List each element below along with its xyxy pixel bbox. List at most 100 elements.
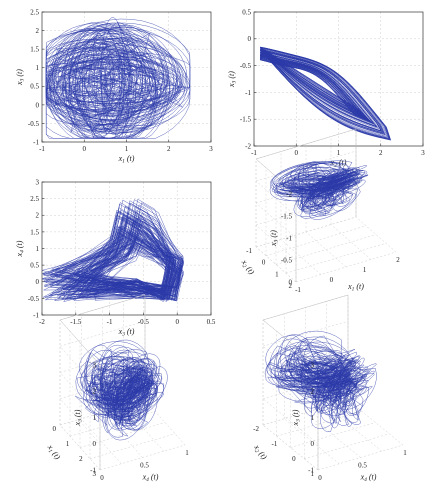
x-tick-label: 2 bbox=[379, 149, 383, 157]
x-tick-label: 2 bbox=[396, 256, 400, 264]
y-tick-label: 2 bbox=[289, 282, 293, 290]
x-tick-label: 1 bbox=[185, 449, 189, 457]
y-tick-label: -1.5 bbox=[240, 116, 252, 124]
floor-gridline bbox=[275, 234, 377, 265]
x-tick-label: 1 bbox=[125, 145, 129, 153]
z-tick-label: 0 bbox=[289, 278, 293, 286]
y-tick-label: 0 bbox=[36, 278, 40, 286]
x-axis-label: x1 (t) bbox=[347, 282, 364, 293]
x-tick-label: 0.5 bbox=[140, 462, 149, 470]
x-axis-label: x3 (t) bbox=[118, 327, 135, 338]
back-gridline bbox=[59, 321, 146, 347]
y-axis-label: x2 (t) bbox=[251, 442, 269, 462]
box-edge bbox=[255, 128, 357, 160]
x-tick-label: 0 bbox=[100, 474, 104, 482]
y-tick-label: 3 bbox=[93, 470, 97, 478]
y-tick-label: 2 bbox=[36, 212, 40, 220]
z-tick-label: 3 bbox=[93, 361, 97, 369]
z-tick-label: -1.5 bbox=[281, 212, 293, 220]
y-tick-label: 2.5 bbox=[30, 195, 39, 203]
x-tick-label: 2 bbox=[167, 145, 171, 153]
x-axis-label: x1 (t) bbox=[118, 154, 135, 165]
y-tick-label: 1 bbox=[275, 270, 279, 278]
y-axis-label: x3 (t) bbox=[227, 71, 238, 88]
box-edge bbox=[59, 319, 101, 366]
x-tick-label: -1 bbox=[39, 145, 45, 153]
floor-gridline bbox=[280, 239, 322, 275]
x-tick-label: 1 bbox=[363, 266, 367, 274]
x-tick-label: -0.5 bbox=[138, 318, 150, 326]
floor-gridline bbox=[265, 225, 367, 256]
x-tick-label: 0 bbox=[318, 474, 322, 482]
chart-panel-middle-left: -2 -1.5 -1 -0.5 0 0.5 -1 -0.5 0 0.5 1 1.5 2 2.5 3 x3 (t… bbox=[15, 178, 216, 337]
trajectory-line bbox=[269, 160, 369, 220]
x-tick-label: 0 bbox=[295, 149, 299, 157]
y-tick-label: -0.5 bbox=[28, 120, 40, 128]
trajectory-line bbox=[45, 17, 191, 139]
floor-gridline bbox=[355, 216, 397, 253]
y-tick-label: 0 bbox=[292, 455, 296, 463]
side-gridline bbox=[255, 202, 297, 239]
floor-gridline bbox=[81, 418, 122, 464]
y-axis-label: x4 (t) bbox=[15, 240, 26, 257]
y-axis-label: x1 (t) bbox=[44, 442, 62, 462]
z-tick-label: 3 bbox=[311, 361, 315, 369]
y-tick-label: 0 bbox=[53, 425, 57, 433]
z-tick-label: -2 bbox=[286, 190, 292, 198]
chart-panel-top-right: -1 0 1 2 3 -2 -1.5 -1 -0.5 0 0.5 x2 (t) x3 (t) bbox=[227, 8, 425, 168]
y-tick-label: -2 bbox=[245, 142, 251, 150]
x-tick-label: -2 bbox=[39, 318, 45, 326]
z-tick-label: 2 bbox=[311, 388, 315, 396]
y-tick-label: -1 bbox=[33, 138, 39, 146]
y-tick-label: 1 bbox=[66, 440, 70, 448]
y-tick-label: 3 bbox=[36, 178, 40, 186]
y-tick-label: 0 bbox=[36, 101, 40, 109]
y-tick-label: 1 bbox=[311, 470, 315, 478]
z-tick-label: 0 bbox=[93, 440, 97, 448]
z-axis-label: x3 (t) bbox=[73, 409, 84, 426]
box-edge bbox=[262, 294, 349, 321]
y-tick-label: -0.5 bbox=[240, 62, 252, 70]
z-tick-label: 2 bbox=[93, 388, 97, 396]
x-tick-label: 3 bbox=[421, 149, 425, 157]
floor-gridline bbox=[330, 224, 372, 260]
trajectory-line bbox=[265, 330, 377, 433]
y-tick-label: 0.5 bbox=[30, 262, 39, 270]
side-gridline bbox=[255, 224, 297, 261]
floor-gridline bbox=[276, 411, 362, 437]
z-tick-label: -1 bbox=[286, 234, 292, 242]
y-tick-label: -2 bbox=[253, 425, 259, 433]
y-tick-label: 1 bbox=[36, 245, 40, 253]
y-tick-label: -1 bbox=[271, 440, 277, 448]
floor-gridline bbox=[89, 433, 176, 459]
y-tick-label: 1.5 bbox=[30, 46, 39, 54]
z-tick-label: -0.5 bbox=[281, 256, 293, 264]
z-axis-label: x3 (t) bbox=[291, 409, 302, 426]
y-tick-label: 0.5 bbox=[242, 8, 251, 16]
x-tick-label: 0 bbox=[330, 276, 334, 284]
y-tick-label: 0.5 bbox=[30, 83, 39, 91]
box-edge bbox=[262, 319, 319, 366]
chart-panel-top-left: -1 0 1 2 3 -1 -0.5 0 0.5 1 1.5 2 2.5 x1 (t) x3 (t) bbox=[15, 8, 213, 164]
y-axis-label: x3 (t) bbox=[15, 69, 26, 86]
y-tick-label: 1 bbox=[36, 64, 40, 72]
floor-gridline bbox=[255, 216, 357, 248]
x-tick-label: 3 bbox=[209, 145, 213, 153]
y-tick-label: 1.5 bbox=[30, 228, 39, 236]
y-tick-label: 2 bbox=[36, 27, 40, 35]
z-tick-label: -1 bbox=[308, 466, 314, 474]
floor-gridline bbox=[290, 422, 376, 448]
x-axis-label: x4 (t) bbox=[142, 473, 159, 484]
floor-gridline bbox=[305, 231, 347, 268]
x-tick-label: -1 bbox=[295, 286, 301, 294]
y-tick-label: -1 bbox=[246, 247, 252, 255]
floor-gridline bbox=[69, 411, 156, 437]
back-gridline bbox=[262, 321, 349, 347]
z-tick-label: 1 bbox=[93, 414, 97, 422]
trajectory-line bbox=[259, 46, 392, 141]
trajectory-line bbox=[41, 198, 185, 303]
x-tick-label: 0.5 bbox=[207, 318, 216, 326]
x-axis-label: x4 (t) bbox=[360, 473, 377, 484]
